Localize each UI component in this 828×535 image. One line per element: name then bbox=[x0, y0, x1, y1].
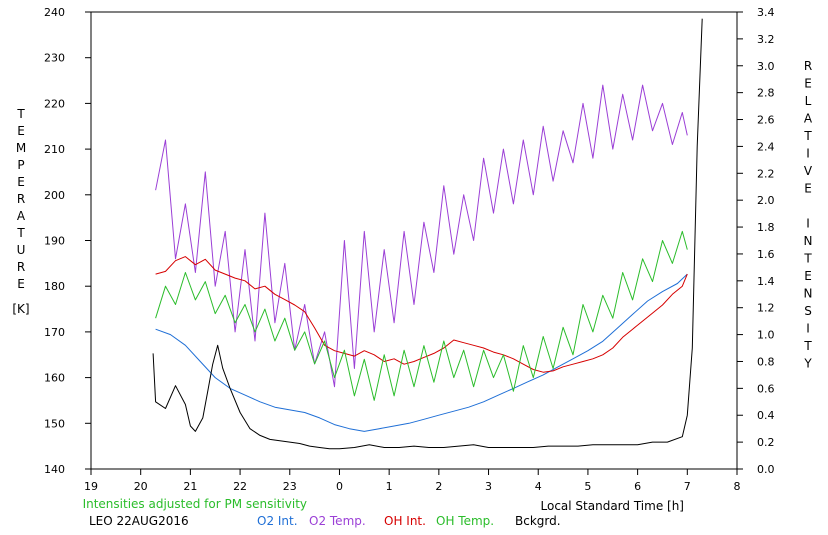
y-right-label-letter: T bbox=[803, 252, 812, 266]
y-right-tick-label: 2.4 bbox=[757, 140, 775, 153]
y-right-tick-label: 1.4 bbox=[757, 275, 775, 288]
y-right-tick-label: 3.0 bbox=[757, 60, 775, 73]
x-tick-label: 21 bbox=[183, 480, 197, 493]
y-left-tick-label: 140 bbox=[44, 463, 65, 476]
note-text: Intensities adjusted for PM sensitivity bbox=[83, 497, 307, 511]
x-tick-label: 4 bbox=[535, 480, 542, 493]
y-right-label-letter: N bbox=[804, 287, 813, 301]
y-left-label-letter: R bbox=[17, 260, 25, 274]
y-right-tick-label: 1.8 bbox=[757, 221, 775, 234]
y-right-label-letter: R bbox=[804, 59, 812, 73]
y-right-tick-label: 3.4 bbox=[757, 6, 775, 19]
y-right-tick-label: 0.8 bbox=[757, 355, 775, 368]
series-line-oh-temp bbox=[155, 230, 688, 401]
y-right-tick-label: 0.4 bbox=[757, 409, 775, 422]
y-right-label-letter: S bbox=[804, 304, 812, 318]
y-right-label-letter: Y bbox=[803, 357, 812, 371]
y-right-label-letter: T bbox=[803, 339, 812, 353]
y-right-tick-label: 2.8 bbox=[757, 87, 775, 100]
y-right-tick-label: 2.0 bbox=[757, 194, 775, 207]
x-tick-label: 3 bbox=[485, 480, 492, 493]
legend-oh-temp: OH Temp. bbox=[436, 514, 494, 528]
y-left-label-letter: A bbox=[17, 209, 26, 223]
y-left-label-letter: E bbox=[17, 124, 25, 138]
y-right-tick-label: 0.6 bbox=[757, 382, 775, 395]
y-right-label-letter: I bbox=[806, 322, 810, 336]
y-right-label-letter: N bbox=[804, 234, 813, 248]
y-left-tick-label: 220 bbox=[44, 97, 65, 110]
legend-bckgrd: Bckgrd. bbox=[515, 514, 561, 528]
y-left-tick-label: 240 bbox=[44, 6, 65, 19]
ticks-layer bbox=[85, 11, 743, 475]
y-left-tick-label: 160 bbox=[44, 372, 65, 385]
y-left-label-letter: T bbox=[16, 107, 25, 121]
y-left-label-letter: T bbox=[16, 226, 25, 240]
y-right-label-letter: E bbox=[804, 269, 812, 283]
y-right-tick-label: 2.6 bbox=[757, 114, 775, 127]
x-tick-label: 19 bbox=[84, 480, 98, 493]
x-tick-label: 2 bbox=[435, 480, 442, 493]
y-left-tick-label: 170 bbox=[44, 326, 65, 339]
x-tick-label: 1 bbox=[386, 480, 393, 493]
y-right-label-letter: T bbox=[803, 129, 812, 143]
y-right-tick-label: 0.2 bbox=[757, 436, 775, 449]
y-left-tick-label: 190 bbox=[44, 235, 65, 248]
x-axis-label: Local Standard Time [h] bbox=[541, 499, 684, 513]
y-right-label-letter: L bbox=[805, 94, 812, 108]
y-left-label-letter: E bbox=[17, 277, 25, 291]
y-right-label-letter: V bbox=[804, 164, 813, 178]
x-tick-label: 23 bbox=[283, 480, 297, 493]
x-tick-label: 8 bbox=[734, 480, 741, 493]
y-left-label-letter: R bbox=[17, 192, 25, 206]
y-right-label-letter: E bbox=[804, 182, 812, 196]
y-left-tick-label: 180 bbox=[44, 280, 65, 293]
y-left-tick-label: 150 bbox=[44, 417, 65, 430]
y-left-label-letter: M bbox=[16, 141, 26, 155]
series-line-o2-temp bbox=[155, 84, 688, 388]
series-line-bckgrd bbox=[152, 18, 703, 450]
y-right-label-letter: I bbox=[806, 147, 810, 161]
series-layer bbox=[152, 18, 703, 450]
y-left-tick-label: 210 bbox=[44, 143, 65, 156]
x-tick-label: 20 bbox=[134, 480, 148, 493]
x-tick-label: 7 bbox=[684, 480, 691, 493]
y-right-tick-label: 1.2 bbox=[757, 302, 775, 315]
y-right-label-letter: I bbox=[806, 217, 810, 231]
series-line-o2-int bbox=[155, 273, 688, 432]
y-right-tick-label: 2.2 bbox=[757, 167, 775, 180]
y-left-unit: [K] bbox=[12, 302, 29, 316]
legend-o2-int: O2 Int. bbox=[257, 514, 298, 528]
y-left-tick-label: 200 bbox=[44, 189, 65, 202]
legend-o2-temp: O2 Temp. bbox=[309, 514, 366, 528]
series-line-oh-int bbox=[155, 256, 688, 373]
station-date: LEO 22AUG2016 bbox=[89, 514, 189, 528]
legend-oh-int: OH Int. bbox=[384, 514, 426, 528]
y-right-label-letter: A bbox=[804, 112, 813, 126]
x-tick-label: 0 bbox=[336, 480, 343, 493]
y-right-tick-label: 1.6 bbox=[757, 248, 775, 261]
y-right-label-letter: E bbox=[804, 77, 812, 91]
x-tick-label: 6 bbox=[634, 480, 641, 493]
x-tick-label: 5 bbox=[584, 480, 591, 493]
y-right-tick-label: 1.0 bbox=[757, 329, 775, 342]
labels-layer: 19 20 21 22 23 0 1 2 3 4 5 6 7 8140150160170180190200… bbox=[12, 6, 813, 493]
y-left-tick-label: 230 bbox=[44, 52, 65, 65]
y-right-tick-label: 3.2 bbox=[757, 33, 775, 46]
y-left-label-letter: E bbox=[17, 175, 25, 189]
x-tick-label: 22 bbox=[233, 480, 247, 493]
y-right-tick-label: 0.0 bbox=[757, 463, 775, 476]
y-left-label-letter: U bbox=[17, 243, 26, 257]
y-left-label-letter: P bbox=[17, 158, 24, 172]
